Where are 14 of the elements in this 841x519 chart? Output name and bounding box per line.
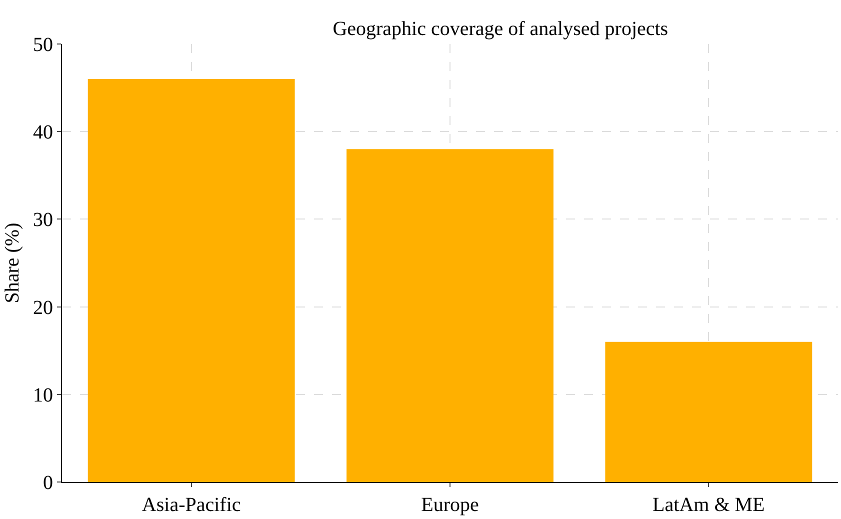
x-tick-label: LatAm & ME: [652, 494, 765, 516]
y-tick-label: 50: [33, 34, 53, 56]
y-tick-label: 30: [33, 209, 53, 232]
x-tick-label: Asia-Pacific: [142, 494, 241, 516]
bar: [88, 79, 295, 482]
bar: [605, 342, 812, 482]
chart-title: Geographic coverage of analysed projects: [332, 18, 668, 40]
y-tick-label: 20: [33, 296, 53, 319]
bar: [346, 149, 554, 482]
x-tick-label: Europe: [421, 494, 479, 516]
y-tick-label: 40: [33, 122, 53, 144]
y-tick-label: 0: [43, 472, 53, 494]
y-tick-label: 10: [33, 384, 53, 406]
y-axis-title: Share (%): [2, 222, 24, 304]
